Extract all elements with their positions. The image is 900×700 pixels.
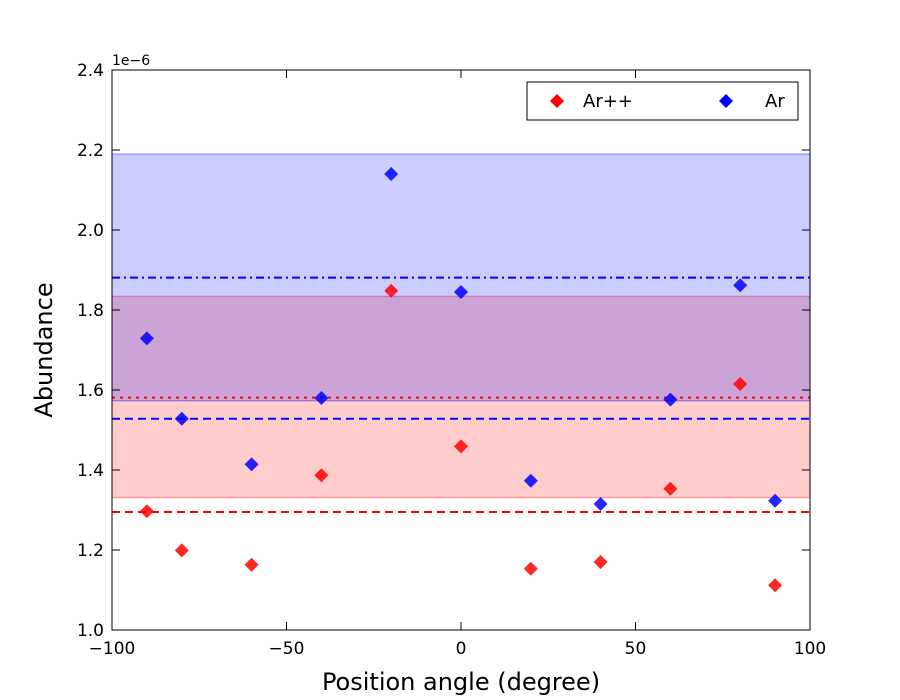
point-ar [523, 473, 538, 488]
y-offset-label: 1e−6 [112, 53, 150, 69]
reference-lines [112, 276, 810, 513]
legend-marker-ar [719, 94, 733, 108]
y-tick-label: 2.0 [77, 221, 104, 241]
point-ar [314, 391, 329, 405]
y-tick-label: 1.8 [77, 301, 104, 321]
x-tick-label: −100 [89, 639, 136, 659]
point-ar-plus-plus [244, 557, 259, 572]
legend: Ar++ Ar [526, 81, 799, 121]
point-ar-plus-plus [454, 439, 468, 454]
legend-label-ar-plus-plus: Ar++ [583, 91, 633, 112]
point-ar [384, 167, 399, 181]
x-tick-label: 100 [794, 639, 826, 659]
point-ar-plus-plus [768, 578, 783, 593]
point-ar [663, 392, 678, 407]
y-tick-label: 1.6 [77, 381, 104, 401]
legend-box [526, 81, 799, 121]
point-ar-plus-plus [733, 377, 748, 391]
point-ar [733, 278, 748, 293]
y-tick-label: 2.2 [77, 141, 104, 161]
x-tick-label: −50 [269, 639, 305, 659]
legend-label-ar: Ar [765, 91, 785, 112]
point-ar [768, 493, 783, 508]
point-ar-plus-plus [314, 468, 329, 483]
point-ar-plus-plus [139, 504, 154, 519]
axis-ticks: −100 −50 0 50 100 1.0 1.2 1.4 1.6 1.8 2.0 2.2 2.4 [77, 61, 826, 659]
point-ar [139, 331, 154, 346]
legend-marker-ar-plus-plus [550, 94, 564, 108]
point-ar-plus-plus [663, 481, 678, 496]
point-ar [174, 411, 189, 426]
point-ar [593, 497, 608, 511]
point-ar-plus-plus [384, 283, 399, 298]
data-points [139, 167, 783, 593]
y-tick-label: 1.4 [77, 461, 104, 481]
y-tick-label: 1.0 [77, 621, 104, 641]
point-ar-plus-plus [174, 543, 189, 558]
y-axis-title: Abundance [30, 282, 58, 417]
x-tick-label: 50 [625, 639, 647, 659]
point-ar [454, 285, 468, 299]
x-tick-label: 0 [456, 639, 467, 659]
point-ar-plus-plus [523, 561, 538, 576]
y-tick-label: 2.4 [77, 61, 104, 81]
point-ar-plus-plus [593, 555, 608, 569]
band-ar-plus-plus [112, 296, 810, 498]
y-tick-label: 1.2 [77, 541, 104, 561]
point-ar [244, 457, 259, 472]
x-axis-title: Position angle (degree) [322, 668, 600, 696]
